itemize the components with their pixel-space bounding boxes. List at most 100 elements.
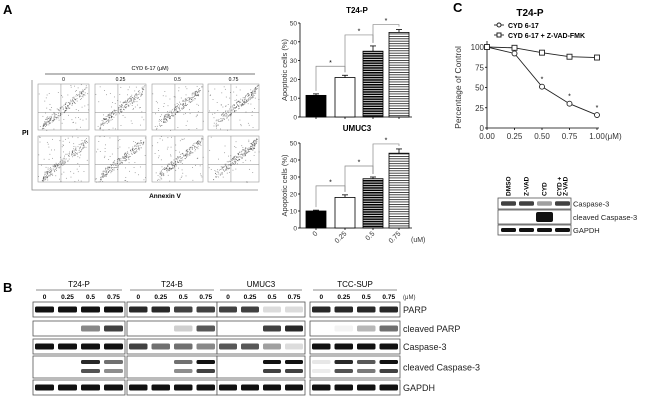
dot <box>185 105 187 107</box>
dot <box>224 115 226 117</box>
dot <box>254 97 256 99</box>
dot <box>187 151 189 153</box>
band <box>81 384 100 391</box>
dot <box>242 103 243 105</box>
dot <box>143 119 145 121</box>
dot <box>194 95 196 97</box>
dot <box>192 144 194 146</box>
dot <box>45 122 47 124</box>
dot <box>161 114 163 116</box>
dot <box>201 85 203 87</box>
dot <box>232 158 234 160</box>
dot <box>130 98 132 100</box>
dot <box>227 115 229 117</box>
dot <box>222 167 224 168</box>
flow-scatter-plot <box>207 135 260 183</box>
dot <box>248 151 250 153</box>
dot <box>220 120 221 122</box>
dot <box>241 104 243 106</box>
dot <box>139 99 141 100</box>
dot <box>74 181 76 183</box>
dot <box>66 108 68 110</box>
dot <box>124 105 126 107</box>
dot <box>245 95 247 96</box>
dot <box>235 110 237 112</box>
dot <box>170 162 172 164</box>
dot <box>54 166 56 168</box>
dot <box>159 125 161 126</box>
dot <box>168 118 170 120</box>
dot <box>85 85 87 87</box>
dot <box>160 173 161 175</box>
dot <box>212 113 213 115</box>
dot <box>216 125 218 127</box>
dot <box>139 147 141 149</box>
dot <box>241 104 243 105</box>
dot <box>171 109 173 111</box>
band <box>501 228 516 232</box>
dot <box>186 155 187 157</box>
dot <box>143 86 145 88</box>
dot <box>98 141 100 142</box>
dot <box>127 98 128 100</box>
dot <box>107 168 109 170</box>
flow-cytometry-panel: CYD 6-17 (μM) PI Annexin V 0 0.25 0.5 0.75 <box>22 66 260 200</box>
dot <box>180 177 182 178</box>
dot <box>130 96 131 98</box>
dot <box>167 169 169 171</box>
dot <box>220 104 222 106</box>
dot <box>237 100 239 102</box>
dot <box>124 154 125 156</box>
dot <box>252 172 254 174</box>
dot <box>227 110 228 112</box>
dot <box>173 108 175 110</box>
data-point-square <box>484 44 490 50</box>
dot <box>177 156 178 158</box>
dot <box>177 112 178 113</box>
dot <box>169 163 171 165</box>
dot <box>47 120 49 122</box>
dot <box>242 100 244 101</box>
dot <box>127 94 128 96</box>
dot <box>168 116 170 118</box>
dot <box>82 144 84 146</box>
dot <box>223 112 224 114</box>
dot <box>46 174 48 176</box>
dot <box>85 139 86 141</box>
dot <box>171 114 172 116</box>
dot <box>256 88 258 89</box>
dot <box>108 117 110 118</box>
dot <box>155 172 157 174</box>
dot <box>122 102 124 104</box>
dot <box>227 168 229 169</box>
dot <box>246 94 248 96</box>
dot <box>47 176 48 178</box>
dot <box>136 143 137 145</box>
dot <box>113 113 114 115</box>
dot <box>251 97 253 98</box>
dot <box>70 171 72 173</box>
dot <box>46 173 48 175</box>
dot <box>182 100 184 102</box>
dot <box>188 97 190 99</box>
band <box>285 360 303 364</box>
dot <box>247 92 249 94</box>
dot <box>185 99 187 101</box>
dot <box>225 111 226 113</box>
dot <box>252 149 254 151</box>
dot <box>249 148 251 150</box>
dot <box>189 101 191 103</box>
dot <box>196 95 197 97</box>
dot <box>125 158 127 159</box>
dot <box>174 107 176 108</box>
dot <box>61 113 63 115</box>
dot <box>86 87 88 89</box>
dot <box>54 170 55 172</box>
dot <box>53 128 55 130</box>
dot <box>42 126 44 127</box>
dot <box>163 168 165 170</box>
dot <box>38 176 39 177</box>
dot <box>236 157 238 159</box>
dot <box>44 172 46 174</box>
dot <box>154 153 156 154</box>
